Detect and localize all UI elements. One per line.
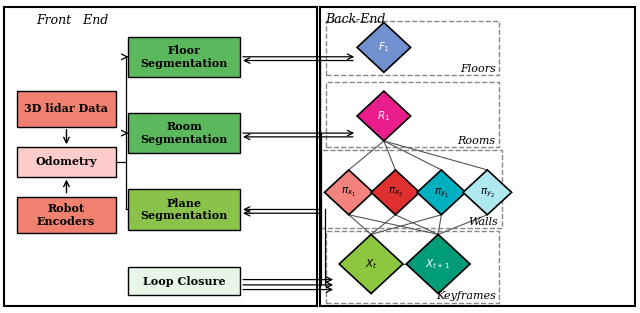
Bar bbox=[129, 113, 240, 153]
Text: Plane
Segmentation: Plane Segmentation bbox=[141, 198, 228, 221]
Polygon shape bbox=[357, 91, 411, 141]
Bar bbox=[4, 7, 317, 306]
Bar bbox=[129, 189, 240, 230]
Polygon shape bbox=[406, 234, 470, 294]
Text: Room
Segmentation: Room Segmentation bbox=[141, 121, 228, 145]
Text: Front   End: Front End bbox=[36, 14, 108, 28]
Bar bbox=[17, 197, 116, 233]
Text: $F_1$: $F_1$ bbox=[378, 41, 390, 54]
Text: $\pi_{y_1}$: $\pi_{y_1}$ bbox=[434, 186, 449, 199]
Text: Odometry: Odometry bbox=[35, 156, 97, 167]
Polygon shape bbox=[463, 170, 511, 215]
Text: Loop Closure: Loop Closure bbox=[143, 276, 226, 287]
Text: Keyframes: Keyframes bbox=[436, 291, 495, 301]
Text: $\pi_{x_1}$: $\pi_{x_1}$ bbox=[341, 186, 356, 199]
Polygon shape bbox=[357, 23, 411, 72]
Text: $X_{t+1}$: $X_{t+1}$ bbox=[426, 257, 451, 271]
Text: Back-End: Back-End bbox=[325, 13, 385, 26]
Text: Rooms: Rooms bbox=[458, 136, 495, 146]
Bar bbox=[326, 82, 499, 147]
Bar bbox=[129, 37, 240, 77]
Text: $R_1$: $R_1$ bbox=[377, 109, 390, 123]
Bar bbox=[320, 7, 635, 306]
Bar bbox=[326, 21, 499, 75]
Bar bbox=[326, 231, 499, 303]
Bar bbox=[17, 147, 116, 177]
Text: Floors: Floors bbox=[460, 64, 495, 74]
Text: 3D lidar Data: 3D lidar Data bbox=[24, 104, 108, 115]
Polygon shape bbox=[339, 234, 403, 294]
Text: Floor
Segmentation: Floor Segmentation bbox=[141, 45, 228, 69]
Polygon shape bbox=[371, 170, 420, 215]
Text: Robot
Encoders: Robot Encoders bbox=[37, 203, 95, 227]
Text: Walls: Walls bbox=[468, 217, 497, 227]
Text: $\pi_{x_2}$: $\pi_{x_2}$ bbox=[388, 186, 403, 199]
Bar bbox=[17, 91, 116, 127]
Text: $\pi_{y_2}$: $\pi_{y_2}$ bbox=[479, 186, 495, 199]
Bar bbox=[320, 150, 502, 228]
Bar bbox=[129, 267, 240, 295]
Polygon shape bbox=[324, 170, 373, 215]
Text: $X_t$: $X_t$ bbox=[365, 257, 378, 271]
Polygon shape bbox=[417, 170, 466, 215]
